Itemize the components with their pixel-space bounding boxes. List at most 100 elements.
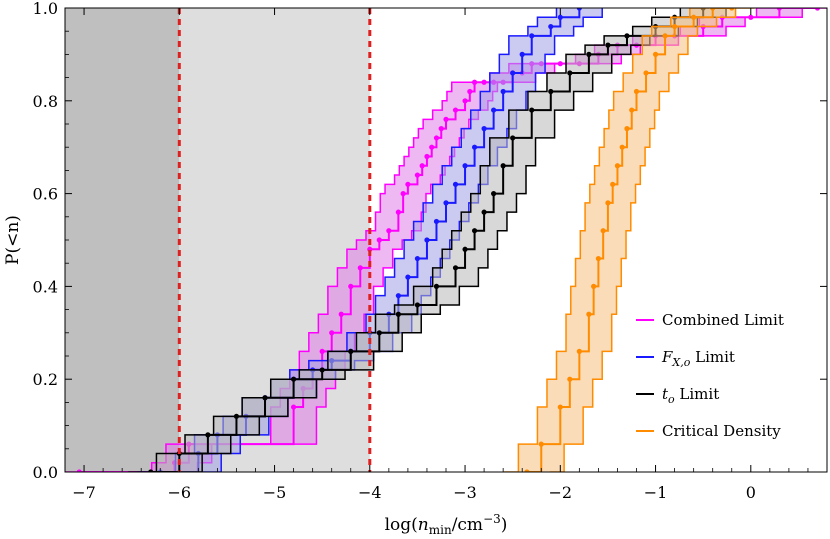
series-point-3-0 (524, 469, 530, 472)
series-point-0-44 (748, 14, 754, 20)
series-point-0-9 (348, 283, 354, 289)
series-point-0-24 (452, 107, 459, 113)
series-point-3-7 (595, 255, 602, 262)
series-lower-2 (173, 8, 727, 472)
series-point-0-19 (424, 153, 430, 160)
series-point-3-10 (610, 181, 616, 187)
x-tick-label-6: −1 (644, 483, 668, 502)
series-point-2-20 (548, 88, 554, 95)
series-point-1-15 (433, 218, 440, 225)
series-upper-3 (504, 8, 709, 472)
series-point-0-23 (443, 116, 449, 122)
series-point-2-21 (567, 70, 573, 76)
series-band-3 (504, 8, 755, 472)
series-point-0-7 (329, 330, 335, 336)
legend-label-1: FX,o Limit (661, 348, 735, 369)
series-point-3-16 (643, 70, 649, 76)
series-point-3-21 (710, 8, 716, 11)
series-point-2-14 (471, 228, 478, 234)
series-line-3 (526, 8, 732, 472)
series-point-0-17 (414, 172, 421, 178)
series-point-2-22 (586, 51, 592, 58)
series-point-0-16 (405, 181, 411, 187)
series-point-3-22 (729, 8, 735, 11)
series-point-0-0 (76, 469, 82, 472)
shaded-region-0 (65, 8, 180, 472)
series-point-3-8 (600, 228, 606, 234)
shaded-regions (65, 8, 370, 472)
series-point-2-15 (481, 209, 487, 215)
series-point-3-14 (629, 107, 635, 113)
series-point-2-5 (291, 376, 297, 382)
series-point-3-20 (691, 14, 697, 20)
series-point-3-3 (567, 376, 573, 382)
x-tick-label-3: −4 (358, 483, 382, 502)
series-point-0-10 (357, 265, 363, 271)
y-tick-label-4: 0.8 (33, 92, 58, 111)
series-line-2 (150, 8, 705, 472)
x-axis-title: log(nmin/cm−3) (385, 512, 508, 537)
series-point-1-28 (576, 8, 582, 11)
series-2 (127, 8, 727, 472)
series-point-0-27 (471, 79, 478, 85)
series-point-0-8 (338, 311, 344, 317)
series-point-3-17 (652, 51, 659, 58)
series-point-0-22 (438, 126, 444, 132)
y-tick-label-2: 0.4 (33, 277, 58, 296)
series-point-2-11 (433, 283, 440, 289)
series-point-3-13 (624, 126, 630, 132)
series-point-3-9 (605, 200, 611, 206)
vertical-lines (177, 8, 372, 472)
series-point-3-1 (538, 441, 544, 447)
series-point-1-14 (424, 237, 430, 243)
series-point-0-14 (395, 209, 401, 215)
series-point-1-16 (443, 200, 449, 206)
series-point-2-23 (605, 42, 611, 48)
series-point-2-3 (233, 413, 240, 419)
series-point-0-45 (776, 8, 782, 11)
series-point-3-12 (619, 144, 625, 150)
x-tick-label-7: 0 (746, 483, 756, 502)
series-point-1-12 (405, 274, 411, 280)
series-point-1-17 (452, 181, 459, 187)
series-point-1-26 (548, 23, 554, 30)
x-tick-label-2: −5 (263, 483, 287, 502)
series-point-0-6 (319, 348, 325, 354)
series-point-0-20 (429, 144, 435, 150)
series-point-3-11 (614, 163, 621, 169)
series-point-0-25 (462, 98, 468, 104)
x-tick-label-1: −6 (168, 483, 192, 502)
series-point-1-25 (529, 33, 535, 39)
series-point-1-19 (471, 144, 478, 150)
series-point-3-15 (633, 88, 640, 95)
series-3 (504, 8, 755, 472)
series-point-2-10 (414, 302, 421, 308)
series-point-2-8 (376, 330, 382, 336)
series-point-2-12 (452, 265, 459, 271)
legend-label-2: to Limit (662, 385, 719, 406)
series-point-1-13 (414, 255, 421, 262)
y-tick-label-1: 0.2 (33, 370, 58, 389)
series-point-0-35 (557, 61, 563, 67)
series-point-2-6 (319, 367, 325, 373)
series-point-0-12 (376, 237, 382, 243)
series-point-0-18 (419, 163, 425, 169)
y-axis-title: P(<n) (3, 215, 23, 265)
x-tick-label-0: −7 (72, 483, 96, 502)
series-point-2-0 (148, 469, 154, 472)
legend-label-3: Critical Density (662, 422, 781, 440)
series-point-0-15 (400, 191, 406, 197)
series-point-1-18 (462, 163, 468, 169)
series-point-0-46 (814, 8, 821, 11)
legend-label-0: Combined Limit (662, 311, 784, 329)
series-point-0-13 (386, 228, 392, 234)
series-point-2-13 (462, 246, 468, 252)
series-point-2-17 (500, 163, 506, 169)
series-point-2-24 (624, 33, 630, 39)
series-point-1-11 (395, 293, 401, 299)
series-point-0-21 (433, 135, 440, 141)
y-tick-label-0: 0.0 (33, 463, 58, 482)
series-point-2-16 (491, 191, 497, 197)
y-axis: 0.0 0.2 0.4 0.6 0.8 1.0 (33, 0, 827, 482)
